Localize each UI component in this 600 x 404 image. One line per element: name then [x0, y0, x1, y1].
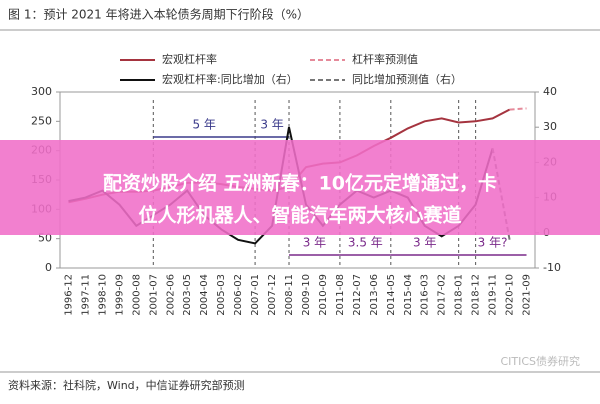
- source: 资料来源：社科院，Wind，中信证券研究部预测: [8, 378, 245, 392]
- y2-tick-label: 30: [543, 120, 557, 133]
- x-tick-label: 2005-03: [216, 274, 227, 316]
- x-tick-label: 2007-01: [250, 274, 261, 316]
- x-tick-label: 1998-10: [97, 274, 108, 316]
- x-tick-label: 2017-02: [437, 274, 448, 316]
- y-tick-label: 300: [31, 85, 52, 98]
- x-tick-label: 2016-03: [420, 274, 431, 316]
- x-tick-label: 2004-04: [199, 274, 210, 316]
- x-tick-label: 2014-05: [386, 274, 397, 316]
- legend-label: 杠杆率预测值: [352, 52, 418, 66]
- y-tick-label: 0: [45, 261, 52, 274]
- x-tick-label: 2013-06: [369, 274, 380, 316]
- banner: [0, 140, 600, 235]
- chart-title: 图 1：预计 2021 年将进入本轮债务周期下行阶段（%）: [8, 7, 309, 22]
- x-tick-label: 2021-09: [522, 274, 533, 316]
- x-tick-label: 2002-06: [165, 274, 176, 316]
- y2-tick-label: -10: [543, 261, 561, 274]
- watermark: CITICS债券研究: [500, 354, 580, 368]
- x-tick-label: 2007-12: [267, 274, 278, 316]
- y2-tick-label: 40: [543, 85, 557, 98]
- banner-text: 位人形机器人、智能汽车两大核心赛道: [138, 204, 461, 227]
- x-tick-label: 2019-11: [488, 274, 499, 316]
- x-tick-label: 1999-09: [114, 274, 125, 316]
- annotation: 3.5 年: [348, 236, 383, 250]
- x-tick-label: 2003-05: [182, 274, 193, 316]
- x-tick-label: 2008-11: [284, 274, 295, 316]
- annotation: 5 年: [192, 118, 215, 132]
- series-line: [509, 107, 527, 111]
- annotation: 3 年: [260, 118, 283, 132]
- x-tick-label: 2010-09: [318, 274, 329, 316]
- x-tick-label: 2001-07: [148, 274, 159, 316]
- legend-label: 宏观杠杆率: [162, 52, 217, 66]
- x-tick-label: 2012-07: [352, 274, 363, 316]
- x-tick-label: 2020-10: [505, 274, 516, 316]
- x-tick-label: 2006-02: [233, 274, 244, 316]
- x-tick-label: 2011-08: [335, 274, 346, 316]
- banner-text: 配资炒股介绍 五洲新春：10亿元定增通过，卡: [103, 172, 497, 195]
- legend-label: 同比增加预测值（右）: [352, 72, 462, 86]
- x-tick-label: 1996-12: [63, 274, 74, 316]
- x-tick-label: 2018-12: [471, 274, 482, 316]
- legend-label: 宏观杠杆率:同比增加（右）: [162, 72, 298, 86]
- y-tick-label: 250: [31, 114, 52, 127]
- annotation: 3 年: [303, 236, 326, 250]
- annotation: 3 年?: [478, 236, 508, 250]
- x-tick-label: 2018-01: [454, 274, 465, 316]
- x-tick-label: 2015-04: [403, 274, 414, 316]
- x-tick-label: 1997-11: [80, 274, 91, 316]
- x-tick-label: 2000-08: [131, 274, 142, 316]
- annotation: 3 年: [413, 236, 436, 250]
- x-tick-label: 2009-10: [301, 274, 312, 316]
